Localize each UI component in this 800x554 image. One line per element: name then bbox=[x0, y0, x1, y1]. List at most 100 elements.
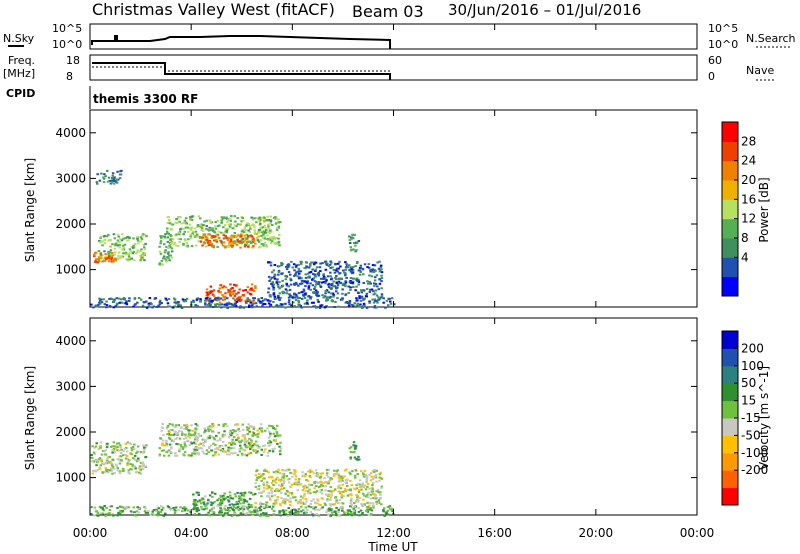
range-gate-cell bbox=[202, 444, 205, 447]
range-gate-cell bbox=[266, 505, 269, 508]
range-gate-cell bbox=[275, 281, 278, 284]
range-gate-cell bbox=[252, 427, 256, 430]
range-gate-cell bbox=[238, 288, 241, 291]
range-gate-cell bbox=[115, 181, 119, 184]
range-gate-cell bbox=[263, 241, 267, 244]
range-gate-cell bbox=[172, 243, 176, 246]
range-gate-cell bbox=[258, 503, 262, 505]
range-gate-cell bbox=[365, 306, 369, 309]
range-gate-cell bbox=[173, 297, 176, 300]
range-gate-cell bbox=[389, 302, 393, 305]
range-gate-cell bbox=[248, 437, 251, 440]
range-gate-cell bbox=[272, 283, 276, 286]
range-gate-cell bbox=[214, 492, 217, 495]
range-gate-cell bbox=[337, 485, 340, 488]
range-gate-cell bbox=[271, 281, 274, 284]
range-gate-cell bbox=[314, 275, 317, 278]
range-gate-cell bbox=[100, 458, 103, 461]
range-gate-cell bbox=[200, 229, 203, 232]
range-gate-cell bbox=[213, 225, 217, 228]
range-gate-cell bbox=[382, 301, 385, 304]
range-gate-cell bbox=[174, 452, 177, 455]
range-gate-cell bbox=[246, 236, 250, 239]
range-gate-cell bbox=[258, 220, 261, 223]
range-gate-cell bbox=[362, 486, 366, 489]
range-gate-cell bbox=[97, 458, 101, 461]
range-gate-cell bbox=[244, 244, 248, 247]
range-gate-cell bbox=[183, 451, 187, 454]
range-gate-cell bbox=[358, 514, 361, 517]
range-gate-cell bbox=[341, 292, 344, 295]
range-gate-cell bbox=[104, 514, 107, 517]
range-gate-cell bbox=[103, 238, 106, 241]
range-gate-cell bbox=[169, 238, 173, 241]
range-gate-cell bbox=[167, 298, 171, 300]
range-gate-cell bbox=[357, 240, 361, 242]
range-gate-cell bbox=[353, 302, 356, 305]
range-gate-cell bbox=[181, 298, 185, 301]
range-gate-cell bbox=[379, 296, 383, 299]
range-gate-cell bbox=[185, 428, 189, 431]
range-gate-cell bbox=[111, 458, 114, 461]
range-gate-cell bbox=[314, 491, 318, 494]
range-gate-cell bbox=[330, 511, 334, 514]
range-gate-cell bbox=[372, 293, 375, 296]
range-gate-cell bbox=[329, 295, 332, 298]
range-gate-cell bbox=[139, 259, 142, 262]
range-gate-cell bbox=[349, 286, 352, 289]
range-gate-cell bbox=[281, 472, 285, 475]
range-gate-cell bbox=[268, 232, 271, 234]
range-gate-cell bbox=[98, 239, 101, 242]
range-gate-cell bbox=[158, 262, 161, 265]
range-gate-cell bbox=[267, 227, 270, 230]
range-gate-cell bbox=[282, 475, 286, 478]
range-gate-cell bbox=[250, 446, 253, 449]
range-gate-cell bbox=[277, 273, 280, 276]
range-gate-cell bbox=[304, 498, 308, 501]
range-gate-cell bbox=[353, 505, 356, 508]
range-gate-cell bbox=[266, 219, 270, 222]
range-gate-cell bbox=[310, 484, 314, 486]
range-gate-cell bbox=[207, 233, 210, 236]
range-gate-cell bbox=[267, 442, 270, 445]
range-gate-cell bbox=[306, 486, 309, 489]
range-gate-cell bbox=[217, 423, 221, 426]
range-gate-cell bbox=[294, 266, 298, 269]
range-gate-cell bbox=[218, 446, 221, 449]
range-gate-cell bbox=[143, 248, 146, 251]
range-gate-cell bbox=[350, 494, 353, 497]
range-gate-cell bbox=[222, 234, 225, 237]
range-gate-cell bbox=[210, 449, 214, 452]
range-gate-cell bbox=[132, 305, 135, 308]
range-gate-cell bbox=[326, 493, 329, 496]
range-gate-cell bbox=[241, 448, 244, 451]
cpid-program: themis 3300 RF bbox=[93, 92, 198, 106]
range-gate-cell bbox=[98, 260, 101, 263]
range-gate-cell bbox=[382, 509, 385, 512]
range-gate-cell bbox=[249, 301, 252, 304]
range-gate-cell bbox=[259, 239, 263, 242]
range-gate-cell bbox=[204, 235, 208, 238]
range-gate-cell bbox=[226, 509, 229, 512]
range-gate-cell bbox=[98, 467, 101, 470]
range-gate-cell bbox=[198, 499, 202, 502]
range-gate-cell bbox=[103, 505, 106, 507]
range-gate-cell bbox=[269, 242, 273, 245]
range-gate-cell bbox=[255, 305, 259, 308]
range-gate-cell bbox=[224, 228, 228, 231]
range-gate-cell bbox=[113, 176, 117, 179]
range-gate-cell bbox=[110, 469, 113, 472]
range-gate-cell bbox=[128, 299, 131, 302]
range-gate-cell bbox=[245, 238, 248, 241]
range-gate-cell bbox=[311, 514, 315, 517]
range-gate-cell bbox=[317, 300, 320, 303]
range-gate-cell bbox=[242, 494, 246, 497]
range-gate-cell bbox=[294, 281, 298, 284]
range-gate-cell bbox=[297, 481, 300, 484]
range-gate-cell bbox=[164, 297, 167, 300]
range-gate-cell bbox=[104, 453, 107, 456]
range-gate-cell bbox=[249, 227, 252, 230]
range-gate-cell bbox=[262, 483, 265, 486]
range-gate-cell bbox=[309, 476, 312, 479]
colorbar-frame bbox=[721, 121, 739, 297]
